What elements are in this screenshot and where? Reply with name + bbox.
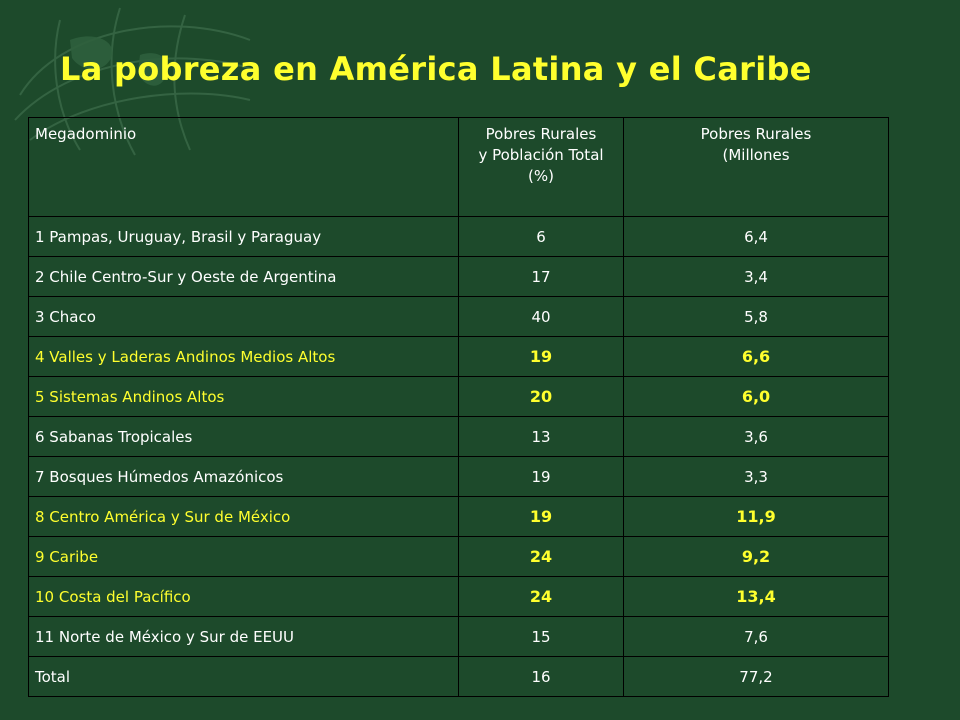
row-millions: 77,2	[623, 656, 889, 697]
row-percent: 19	[458, 456, 624, 497]
row-percent: 20	[458, 376, 624, 417]
header-percent-line1: Pobres Rurales	[485, 125, 597, 143]
row-percent: 24	[458, 576, 624, 617]
table-row: 11 Norte de México y Sur de EEUU 15 7,6	[28, 616, 889, 657]
row-percent: 19	[458, 336, 624, 377]
row-percent: 19	[458, 496, 624, 537]
table-row: 7 Bosques Húmedos Amazónicos 19 3,3	[28, 456, 889, 497]
header-millions: Pobres Rurales (Millones	[623, 117, 889, 217]
table-row: 10 Costa del Pacífico 24 13,4	[28, 576, 889, 617]
row-millions: 6,6	[623, 336, 889, 377]
row-megadominio: 8 Centro América y Sur de México	[28, 496, 459, 537]
table-row: 3 Chaco 40 5,8	[28, 296, 889, 337]
row-millions: 3,4	[623, 256, 889, 297]
row-megadominio: Total	[28, 656, 459, 697]
row-percent: 16	[458, 656, 624, 697]
table-row: 5 Sistemas Andinos Altos 20 6,0	[28, 376, 889, 417]
row-megadominio: 11 Norte de México y Sur de EEUU	[28, 616, 459, 657]
page-title: La pobreza en América Latina y el Caribe	[60, 50, 812, 88]
header-megadominio: Megadominio	[28, 117, 459, 217]
row-megadominio: 7 Bosques Húmedos Amazónicos	[28, 456, 459, 497]
table-row: 9 Caribe 24 9,2	[28, 536, 889, 577]
row-megadominio: 1 Pampas, Uruguay, Brasil y Paraguay	[28, 216, 459, 257]
header-percent-line3: (%)	[528, 167, 554, 185]
row-percent: 17	[458, 256, 624, 297]
table-row: 1 Pampas, Uruguay, Brasil y Paraguay 6 6…	[28, 216, 889, 257]
row-megadominio: 10 Costa del Pacífico	[28, 576, 459, 617]
row-percent: 6	[458, 216, 624, 257]
table-row: 6 Sabanas Tropicales 13 3,6	[28, 416, 889, 457]
row-millions: 9,2	[623, 536, 889, 577]
row-percent: 24	[458, 536, 624, 577]
header-millions-line1: Pobres Rurales	[700, 125, 812, 143]
table-row: 2 Chile Centro-Sur y Oeste de Argentina …	[28, 256, 889, 297]
table-row-total: Total 16 77,2	[28, 656, 889, 697]
table-header-row: Megadominio Pobres Rurales y Población T…	[28, 117, 889, 217]
row-percent: 15	[458, 616, 624, 657]
row-percent: 40	[458, 296, 624, 337]
row-millions: 3,6	[623, 416, 889, 457]
row-megadominio: 3 Chaco	[28, 296, 459, 337]
row-percent: 13	[458, 416, 624, 457]
header-millions-line2: (Millones	[722, 146, 790, 164]
poverty-table: Megadominio Pobres Rurales y Población T…	[28, 117, 889, 697]
row-megadominio: 9 Caribe	[28, 536, 459, 577]
row-millions: 5,8	[623, 296, 889, 337]
header-percent-line2: y Población Total	[478, 146, 604, 164]
row-millions: 6,4	[623, 216, 889, 257]
row-megadominio: 5 Sistemas Andinos Altos	[28, 376, 459, 417]
table-row: 4 Valles y Laderas Andinos Medios Altos …	[28, 336, 889, 377]
row-megadominio: 4 Valles y Laderas Andinos Medios Altos	[28, 336, 459, 377]
row-millions: 13,4	[623, 576, 889, 617]
row-megadominio: 2 Chile Centro-Sur y Oeste de Argentina	[28, 256, 459, 297]
row-millions: 11,9	[623, 496, 889, 537]
row-millions: 3,3	[623, 456, 889, 497]
row-megadominio: 6 Sabanas Tropicales	[28, 416, 459, 457]
row-millions: 6,0	[623, 376, 889, 417]
table-row: 8 Centro América y Sur de México 19 11,9	[28, 496, 889, 537]
row-millions: 7,6	[623, 616, 889, 657]
header-percent: Pobres Rurales y Población Total (%)	[458, 117, 624, 217]
